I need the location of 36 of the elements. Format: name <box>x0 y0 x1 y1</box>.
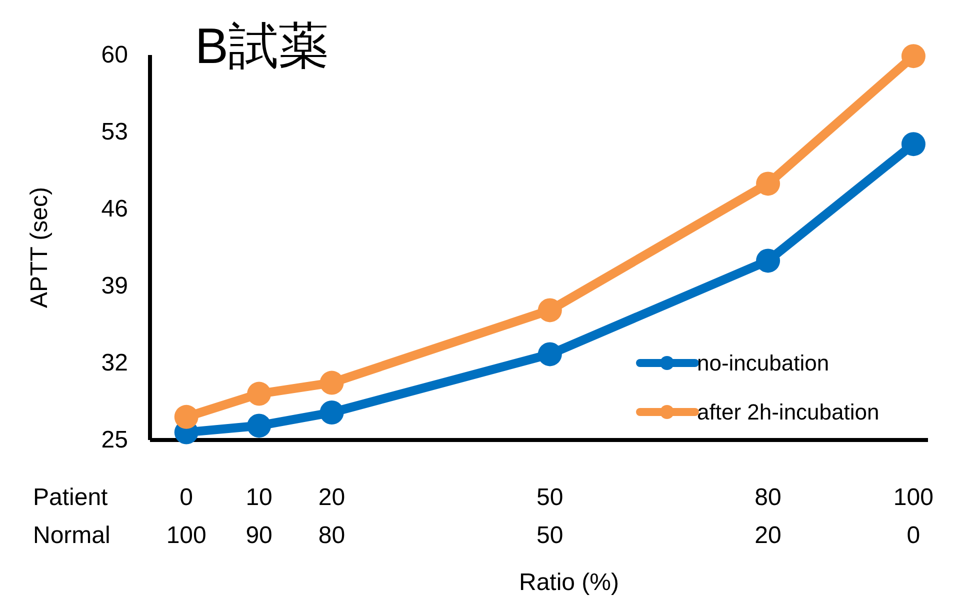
x-axis-title: Ratio (%) <box>518 569 620 596</box>
text: Normal <box>33 522 110 549</box>
y-tick-label: 60 <box>101 42 128 68</box>
y-tick-label: 46 <box>101 196 128 222</box>
x-tick-label: 50 <box>536 484 564 511</box>
point <box>174 404 198 429</box>
point <box>901 44 926 68</box>
point <box>538 298 562 322</box>
legend-label: no-incubation <box>697 350 830 376</box>
x2-tick-label: 100 <box>166 522 206 549</box>
y-tick-label: 39 <box>101 272 128 300</box>
point <box>756 248 780 273</box>
x-tick-label: 10 <box>246 484 272 511</box>
x-tick-label: 0 <box>180 484 194 511</box>
x2-tick-label: 50 <box>536 522 564 549</box>
point <box>247 414 272 438</box>
y-tick-label: 32 <box>101 350 128 376</box>
point <box>538 342 562 366</box>
point <box>901 132 926 156</box>
x-tick-label: 20 <box>318 484 346 511</box>
x2-tick-label: 90 <box>246 522 272 549</box>
y-tick-label: 25 <box>101 426 128 454</box>
y-tick-label: 53 <box>101 118 128 146</box>
x-tick-label: 100 <box>893 484 934 511</box>
chart-title: B試薬 <box>195 18 328 74</box>
point <box>320 400 344 424</box>
text: Patient <box>33 484 108 511</box>
point <box>320 370 344 395</box>
x2-tick-label: 0 <box>906 522 920 549</box>
x2-tick-label: 20 <box>754 522 782 549</box>
x-tick-label: 80 <box>754 484 782 511</box>
legend-label: after 2h-incubation <box>697 400 880 425</box>
y-axis-title: APTT (sec) <box>26 187 53 308</box>
point <box>756 172 780 196</box>
x2-tick-label: 80 <box>318 522 346 549</box>
point <box>247 382 272 406</box>
